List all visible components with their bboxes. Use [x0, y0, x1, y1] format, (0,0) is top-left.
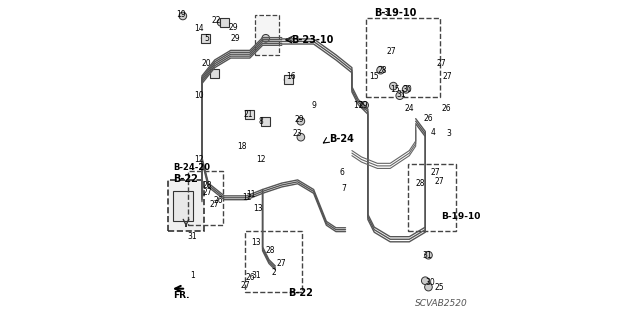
Circle shape	[424, 283, 432, 291]
Circle shape	[377, 66, 385, 74]
Text: 27: 27	[387, 47, 397, 56]
Circle shape	[218, 19, 225, 26]
Text: 15: 15	[369, 72, 379, 81]
Text: 28: 28	[378, 66, 387, 75]
Text: B-24-20: B-24-20	[173, 163, 211, 172]
Text: 17: 17	[353, 101, 363, 110]
Bar	[245, 110, 254, 119]
Text: 26: 26	[213, 197, 223, 205]
Text: 14: 14	[194, 24, 204, 33]
Text: 7: 7	[342, 184, 346, 193]
Text: 29: 29	[228, 23, 238, 32]
Text: 28: 28	[416, 179, 425, 188]
Text: B-22: B-22	[173, 174, 198, 184]
Text: 11: 11	[246, 190, 256, 199]
Text: 19: 19	[177, 10, 186, 19]
Text: 5: 5	[204, 34, 209, 43]
Circle shape	[403, 85, 410, 93]
Text: 1: 1	[190, 271, 195, 280]
Text: 29: 29	[294, 115, 304, 124]
Text: 29: 29	[358, 101, 368, 110]
Text: 9: 9	[311, 101, 316, 110]
Text: 4: 4	[431, 128, 436, 137]
Text: 12: 12	[242, 193, 252, 202]
Text: 21: 21	[243, 110, 253, 119]
Circle shape	[297, 133, 305, 141]
Text: B-19-10: B-19-10	[441, 212, 481, 221]
Circle shape	[297, 117, 305, 125]
Text: 27: 27	[277, 259, 287, 268]
Circle shape	[284, 76, 292, 84]
Circle shape	[422, 277, 429, 285]
Text: 12: 12	[256, 155, 266, 164]
Bar	[220, 18, 228, 27]
Text: 27: 27	[435, 177, 444, 186]
Text: 26: 26	[245, 273, 255, 282]
Text: 22: 22	[212, 16, 221, 25]
Circle shape	[179, 12, 187, 20]
Text: 13: 13	[252, 238, 261, 247]
Text: 16: 16	[287, 72, 296, 81]
Text: B-23-10: B-23-10	[291, 35, 333, 45]
Text: 31: 31	[422, 251, 431, 260]
Text: 12: 12	[194, 155, 204, 164]
Circle shape	[361, 101, 369, 109]
Text: 10: 10	[194, 91, 204, 100]
Text: 29: 29	[230, 34, 240, 43]
Text: 15: 15	[390, 85, 400, 94]
Bar	[201, 34, 210, 43]
Text: 27: 27	[203, 189, 212, 197]
Circle shape	[424, 251, 432, 259]
Text: 30: 30	[403, 85, 413, 94]
Text: 27: 27	[209, 200, 219, 209]
Text: 27: 27	[436, 59, 446, 68]
Text: 30: 30	[425, 278, 435, 287]
Text: 24: 24	[404, 104, 414, 113]
Text: 8: 8	[259, 117, 264, 126]
Text: B-19-10: B-19-10	[374, 8, 417, 18]
Text: 18: 18	[237, 142, 246, 151]
Text: 25: 25	[435, 283, 444, 292]
Circle shape	[262, 34, 269, 42]
Text: 28: 28	[202, 181, 211, 189]
FancyBboxPatch shape	[173, 191, 193, 221]
Text: 3: 3	[447, 130, 452, 138]
Text: 13: 13	[253, 204, 262, 213]
Circle shape	[202, 34, 209, 42]
Text: 26: 26	[424, 114, 433, 122]
Text: FR.: FR.	[173, 291, 189, 300]
FancyBboxPatch shape	[255, 15, 280, 55]
Text: 26: 26	[441, 104, 451, 113]
Text: SCVAB2520: SCVAB2520	[415, 299, 468, 308]
Circle shape	[396, 92, 404, 100]
Bar	[284, 75, 292, 84]
Text: 27: 27	[443, 72, 452, 81]
Text: 2: 2	[271, 268, 276, 277]
FancyBboxPatch shape	[168, 180, 204, 231]
Text: 31: 31	[397, 90, 406, 99]
Text: B-22: B-22	[288, 288, 313, 298]
Text: 31: 31	[252, 271, 261, 280]
Text: 20: 20	[202, 59, 212, 68]
Text: 23: 23	[293, 130, 303, 138]
Bar	[261, 117, 270, 126]
Text: 3: 3	[383, 8, 388, 17]
Text: 6: 6	[340, 168, 345, 177]
Text: 27: 27	[240, 281, 250, 290]
Text: 27: 27	[430, 168, 440, 177]
Text: 28: 28	[266, 246, 275, 255]
Text: B-24: B-24	[330, 134, 355, 144]
Bar	[211, 69, 219, 78]
Text: 31: 31	[188, 232, 197, 241]
Circle shape	[390, 82, 397, 90]
